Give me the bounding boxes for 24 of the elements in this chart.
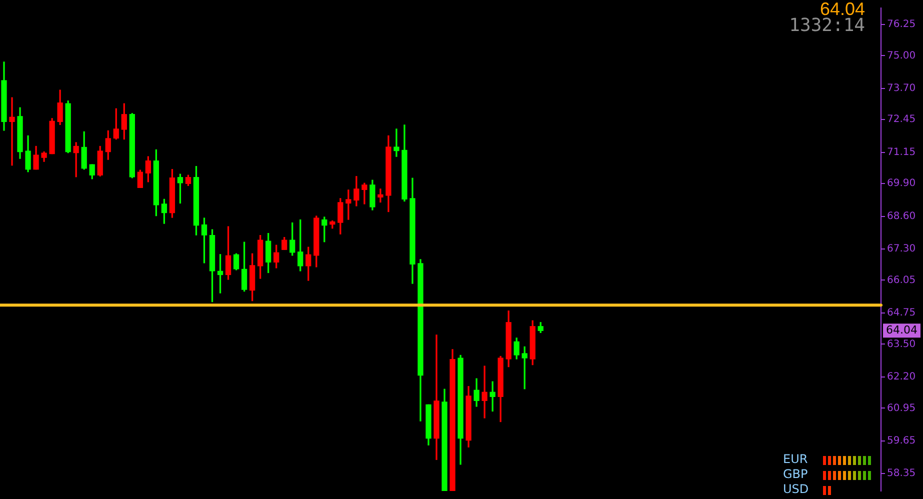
y-tick-label: 76.25 — [887, 18, 916, 30]
candlestick — [9, 97, 15, 166]
y-tick-label: 58.35 — [887, 468, 916, 480]
y-tick-label: 75.00 — [887, 50, 916, 62]
y-tick-label: 63.50 — [887, 338, 916, 350]
annotation: USD — [783, 482, 809, 496]
y-tick-label: 62.20 — [887, 371, 916, 382]
candlestick — [394, 128, 400, 157]
y-tick-label: 73.70 — [887, 82, 916, 94]
y-tick-label: 72.45 — [887, 114, 916, 126]
y-tick-label: 66.05 — [887, 274, 916, 286]
annotation: GBP — [783, 467, 808, 481]
candlestick — [482, 366, 488, 418]
y-tick-label: 68.60 — [887, 210, 916, 222]
y-tick-label: 59.65 — [887, 435, 916, 446]
annotation: 64.04 — [886, 324, 918, 337]
y-tick-label: 64.75 — [887, 307, 916, 318]
y-tick-label: 71.15 — [887, 146, 916, 158]
y-tick-label: 60.95 — [887, 402, 916, 414]
candlestick — [490, 381, 496, 412]
candlestick — [378, 188, 384, 203]
y-tick-label: 67.30 — [887, 243, 916, 254]
annotation: EUR — [783, 452, 808, 466]
y-tick-label: 69.90 — [887, 178, 916, 190]
